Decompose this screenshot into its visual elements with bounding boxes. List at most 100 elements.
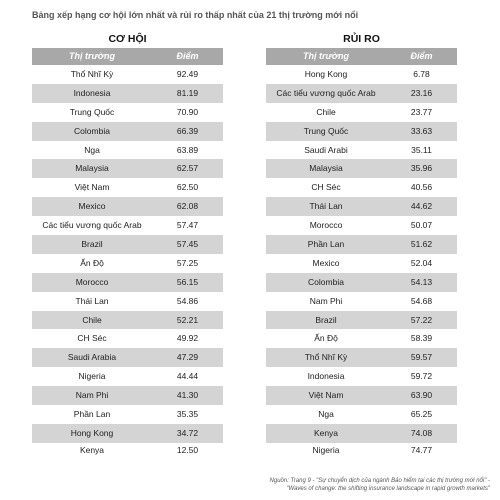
risk-rows: Hong Kong 6.78 Các tiểu vương quốc Arab 23.… <box>266 65 457 458</box>
score-cell: 49.92 <box>176 333 199 344</box>
score-cell: 50.07 <box>410 220 433 231</box>
risk-row: Nam Phi 54.68 <box>266 291 457 311</box>
risk-row: Trung Quốc 33.63 <box>266 121 457 141</box>
score-cell: 23.77 <box>410 106 433 117</box>
score-cell: 33.63 <box>410 125 433 136</box>
opportunity-row: Chile 52.21 <box>32 310 223 330</box>
market-cell: Nam Phi <box>75 390 109 401</box>
opportunity-row: Các tiểu vương quốc Arab 57.47 <box>32 216 223 236</box>
risk-row: Phần Lan 51.62 <box>266 235 457 254</box>
score-cell: 35.96 <box>410 163 433 174</box>
opportunity-row: Nga 63.89 <box>32 140 223 160</box>
score-cell: 59.72 <box>410 371 433 382</box>
score-cell: 62.08 <box>176 201 199 212</box>
opportunity-row: Morocco 56.15 <box>32 272 223 292</box>
score-cell: 74.77 <box>410 444 433 455</box>
score-cell: 74.08 <box>410 427 433 438</box>
score-cell: 92.49 <box>176 69 199 79</box>
score-cell: 58.39 <box>410 333 433 344</box>
market-cell: CH Séc <box>77 333 107 344</box>
risk-row: Thái Lan 44.62 <box>266 197 457 217</box>
market-cell: Brazil <box>81 239 103 250</box>
score-cell: 57.25 <box>176 257 199 268</box>
market-cell: Phần Lan <box>307 239 345 250</box>
risk-row: Các tiểu vương quốc Arab 23.16 <box>266 83 457 103</box>
risk-row: Malaysia 35.96 <box>266 159 457 179</box>
score-cell: 23.16 <box>410 87 433 98</box>
market-cell: Thổ Nhĩ Kỳ <box>304 352 348 363</box>
market-cell: Nga <box>84 144 100 155</box>
risk-row: Colombia 54.13 <box>266 272 457 292</box>
score-cell: 44.62 <box>410 201 433 212</box>
market-cell: Chile <box>316 106 336 117</box>
market-cell: Trung Quốc <box>303 125 349 136</box>
market-cell: Việt Nam <box>74 182 110 193</box>
market-cell: Malaysia <box>75 163 109 174</box>
opportunity-row: Malaysia 62.57 <box>32 159 223 179</box>
score-cell: 52.21 <box>176 314 199 325</box>
score-cell: 54.13 <box>410 276 433 287</box>
market-cell: Hong Kong <box>70 427 114 438</box>
market-cell: CH Séc <box>311 182 341 193</box>
score-cell: 40.56 <box>410 182 433 193</box>
market-cell: Indonesia <box>307 371 345 382</box>
score-cell: 34.72 <box>176 427 199 438</box>
score-cell: 12.50 <box>176 444 199 455</box>
score-cell: 56.15 <box>176 276 199 287</box>
score-cell: 52.04 <box>410 257 433 268</box>
market-cell: Morocco <box>75 276 109 287</box>
market-cell: Chile <box>82 314 102 325</box>
risk-row: Mexico 52.04 <box>266 253 457 273</box>
score-cell: 54.86 <box>176 295 199 306</box>
opportunity-row: Thái Lan 54.86 <box>32 291 223 311</box>
risk-row: Ấn Độ 58.39 <box>266 329 457 349</box>
score-cell: 63.90 <box>410 390 433 401</box>
score-cell: 81.19 <box>176 87 199 98</box>
opportunity-table: CƠ HỘI Thị trường Điểm Thổ Nhĩ Kỳ 92.49 In… <box>32 30 223 458</box>
opportunity-row: Thổ Nhĩ Kỳ 92.49 <box>32 65 223 84</box>
opportunity-row: Trung Quốc 70.90 <box>32 102 223 122</box>
market-cell: Thái Lan <box>309 201 343 212</box>
score-cell: 59.57 <box>410 352 433 363</box>
opportunity-row: Nam Phi 41.30 <box>32 386 223 406</box>
opportunity-heading: CƠ HỘI <box>108 33 147 45</box>
score-cell: 63.89 <box>176 144 199 155</box>
market-cell: Mexico <box>78 201 106 212</box>
source-footnote: Nguồn: Trang 9 - "Sự chuyển dịch của ngà… <box>150 477 490 493</box>
market-cell: Các tiểu vương quốc Arab <box>276 87 376 98</box>
score-cell: 35.35 <box>176 409 199 420</box>
market-cell: Trung Quốc <box>69 106 115 117</box>
score-cell: 47.29 <box>176 352 199 363</box>
market-cell: Ấn Độ <box>314 333 338 344</box>
source-line-2: "Waves of change: the shifting insurance… <box>286 486 490 492</box>
market-cell: Morocco <box>309 220 343 231</box>
document-title: Bảng xếp hạng cơ hội lớn nhất và rủi ro … <box>32 10 359 20</box>
market-cell: Phần Lan <box>73 409 111 420</box>
opportunity-row: Nigeria 44.44 <box>32 367 223 387</box>
risk-row: Nigeria 74.77 <box>266 442 457 458</box>
opportunity-row: Việt Nam 62.50 <box>32 178 223 198</box>
opportunity-rows: Thổ Nhĩ Kỳ 92.49 Indonesia 81.19 Trung Quốc 7… <box>32 65 223 458</box>
column-header-market: Thị trường <box>303 51 349 61</box>
score-cell: 35.11 <box>411 144 432 155</box>
risk-row: Chile 23.77 <box>266 102 457 122</box>
score-cell: 65.25 <box>410 409 433 420</box>
opportunity-row: Saudi Arabia 47.29 <box>32 348 223 368</box>
score-cell: 6.78 <box>413 69 430 79</box>
market-cell: Mexico <box>312 257 340 268</box>
opportunity-row: Kenya 12.50 <box>32 442 223 458</box>
score-cell: 57.47 <box>176 220 199 231</box>
risk-row: Morocco 50.07 <box>266 216 457 236</box>
market-cell: Việt Nam <box>308 390 344 401</box>
risk-row: CH Séc 40.56 <box>266 178 457 198</box>
market-cell: Saudi Arabia <box>67 352 117 363</box>
column-header-score: Điểm <box>410 51 433 61</box>
opportunity-row: Colombia 66.39 <box>32 121 223 141</box>
market-cell: Colombia <box>308 276 344 287</box>
score-cell: 57.22 <box>410 314 433 325</box>
risk-table: RỦI RO Thị trường Điểm Hong Kong 6.78 Các … <box>266 30 457 458</box>
score-cell: 41.30 <box>176 390 199 401</box>
market-cell: Các tiểu vương quốc Arab <box>42 220 142 231</box>
risk-row: Nga 65.25 <box>266 405 457 424</box>
opportunity-row: Mexico 62.08 <box>32 197 223 217</box>
